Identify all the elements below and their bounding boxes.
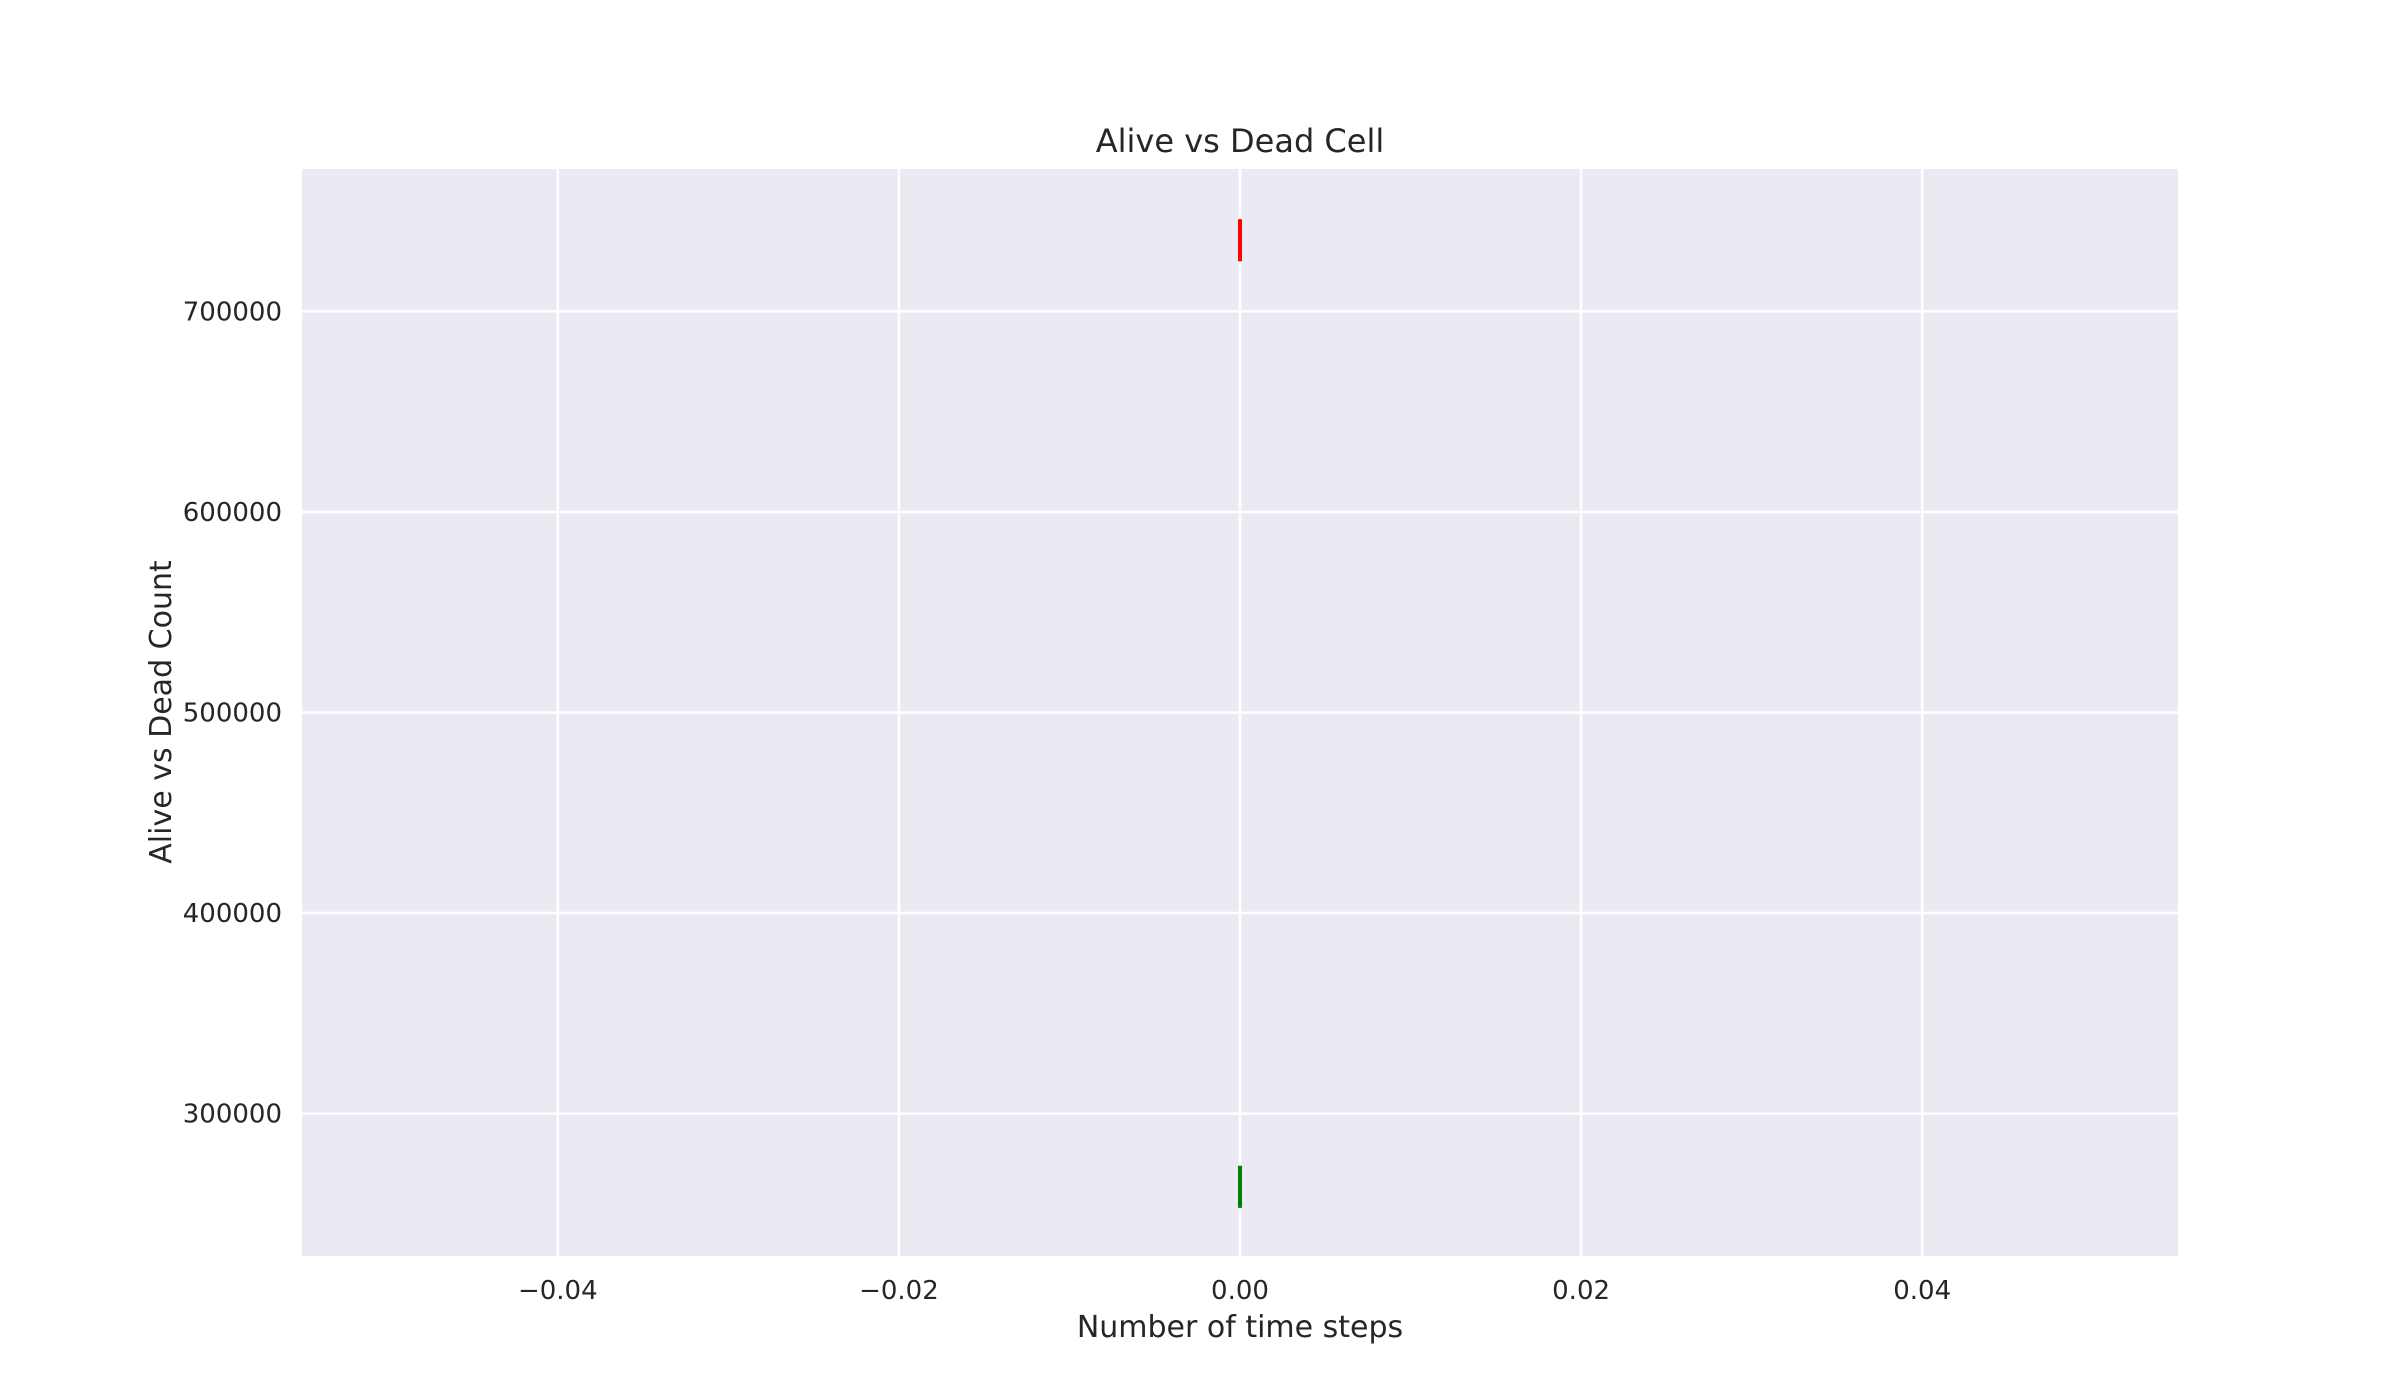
y-tick-label-2: 500000 (183, 699, 282, 729)
x-tick-label-0: −0.04 (518, 1276, 598, 1306)
y-tick-label-4: 700000 (183, 297, 282, 327)
ticks-layer: −0.04 −0.02 0.00 0.02 0.04 300000 400000 500000… (183, 297, 1951, 1306)
chart-title: Alive vs Dead Cell (1096, 122, 1384, 160)
x-axis-label: Number of time steps (1077, 1310, 1403, 1345)
y-tick-label-3: 600000 (183, 498, 282, 528)
grid (302, 169, 2178, 1256)
y-axis-label: Alive vs Dead Count (144, 560, 179, 864)
x-tick-label-4: 0.04 (1893, 1276, 1951, 1306)
x-tick-label-1: −0.02 (859, 1276, 939, 1306)
y-tick-label-1: 400000 (183, 899, 282, 929)
y-tick-label-0: 300000 (183, 1100, 282, 1130)
x-tick-label-2: 0.00 (1211, 1276, 1269, 1306)
x-tick-label-3: 0.02 (1552, 1276, 1610, 1306)
